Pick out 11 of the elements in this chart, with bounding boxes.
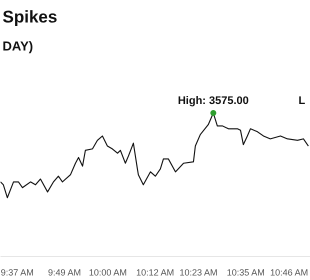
x-tick-label: 10:12 AM: [136, 268, 174, 278]
chart-subtitle: DAY): [2, 38, 34, 54]
chart-title: Spikes: [2, 8, 58, 26]
x-tick-label: 10:00 AM: [88, 268, 127, 278]
x-tick-label: 9:37 AM: [0, 268, 34, 278]
x-tick-label: 10:46 AM: [270, 268, 308, 278]
text: L: [298, 95, 306, 108]
x-tick-label: 9:49 AM: [48, 268, 82, 278]
annotation: High: 3575.00: [178, 95, 249, 108]
x-tick-label: 10:35 AM: [226, 268, 265, 278]
x-tick-label: 10:23 AM: [179, 268, 218, 278]
